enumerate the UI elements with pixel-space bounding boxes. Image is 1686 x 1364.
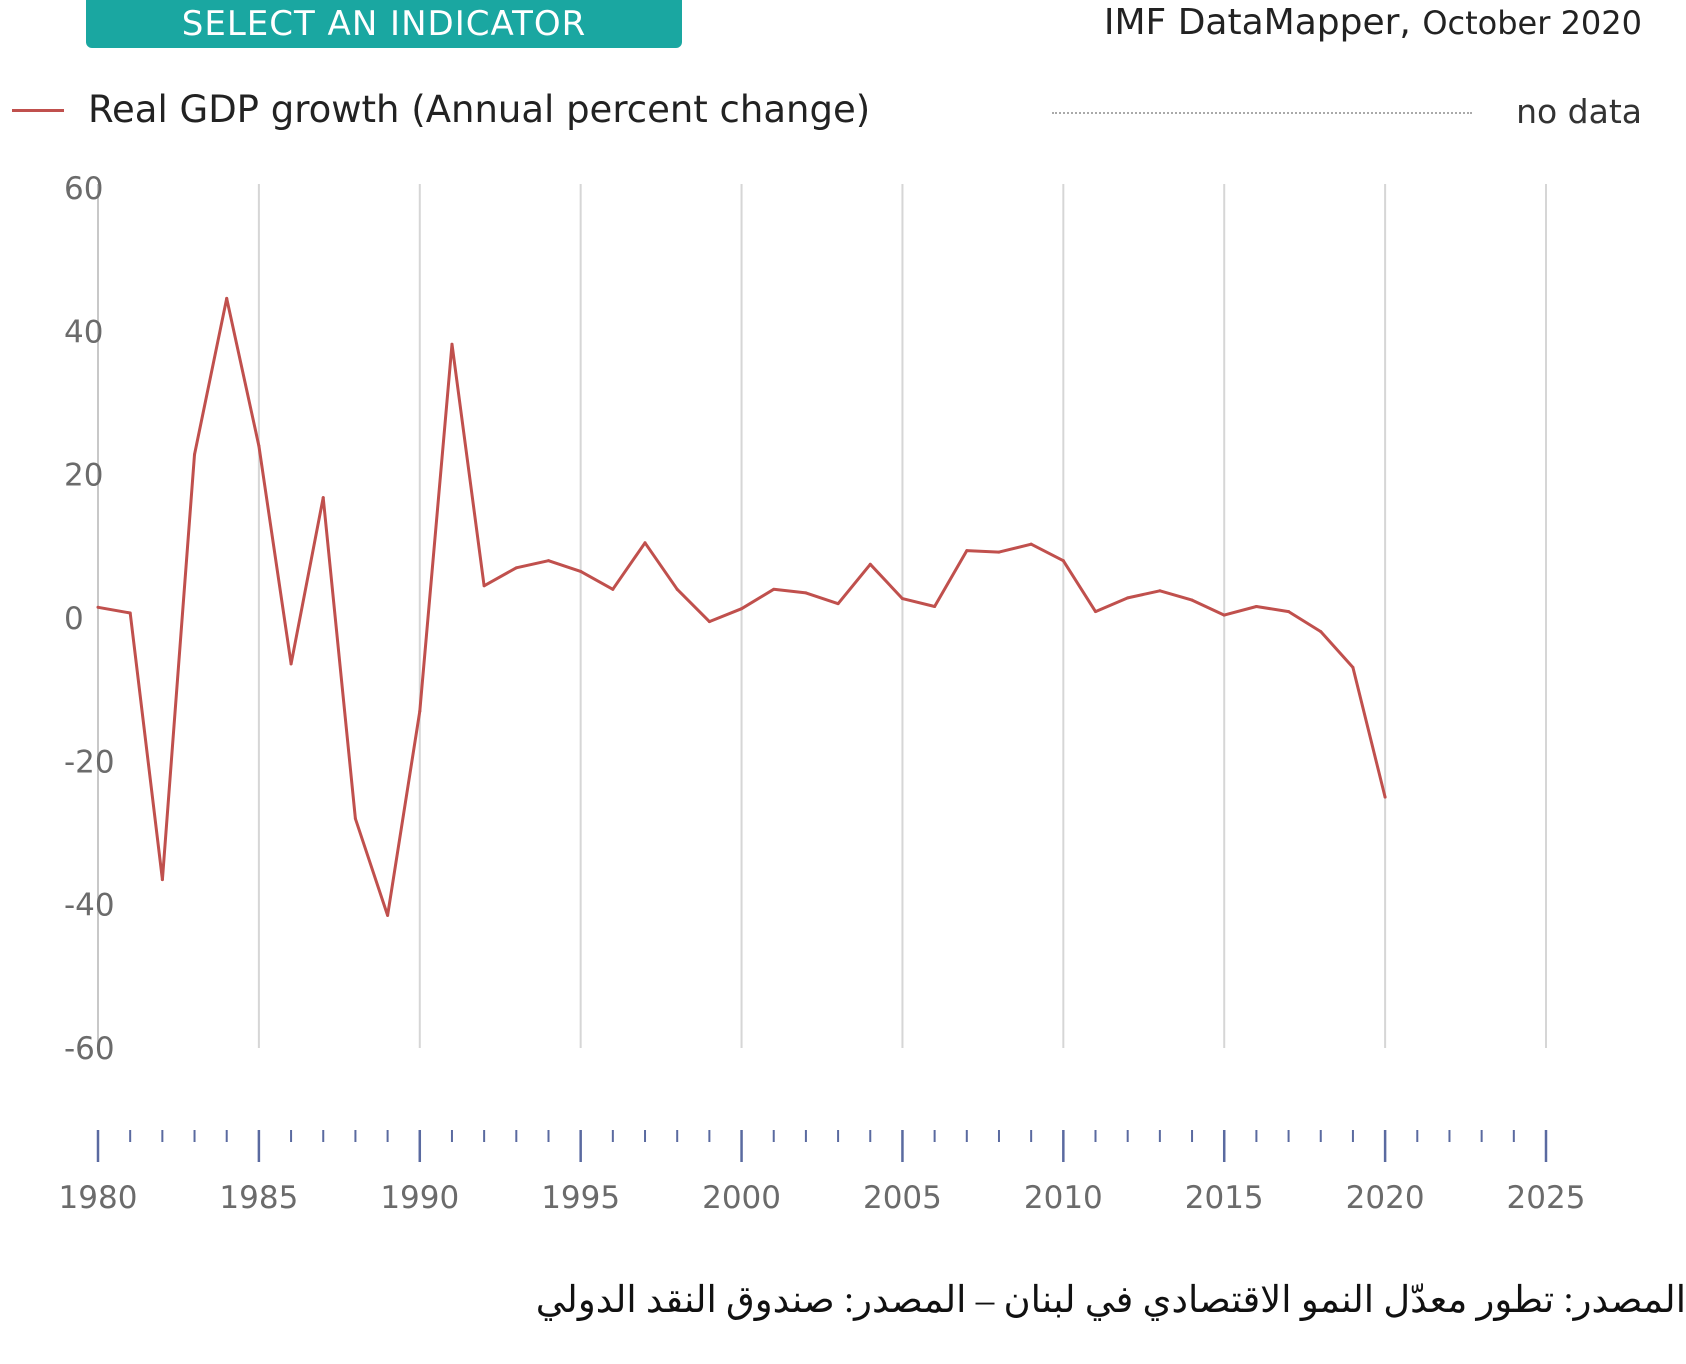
- data-point-1991[interactable]: [450, 342, 454, 346]
- data-point-1997[interactable]: [643, 541, 647, 545]
- grid: [97, 184, 1547, 1048]
- y-tick-label: -20: [64, 744, 115, 780]
- y-tick-label: 40: [64, 314, 103, 350]
- data-point-1988[interactable]: [353, 817, 357, 821]
- data-point-1980[interactable]: [96, 605, 100, 609]
- data-point-2014[interactable]: [1190, 598, 1194, 602]
- brand-name: IMF DataMapper,: [1103, 2, 1411, 43]
- data-point-2006[interactable]: [933, 605, 937, 609]
- data-point-2000[interactable]: [740, 607, 744, 611]
- x-tick-label: 2015: [1185, 1180, 1264, 1210]
- data-point-1994[interactable]: [546, 559, 550, 563]
- x-tick-label: 2005: [863, 1180, 942, 1210]
- y-tick-label: -60: [64, 1031, 115, 1067]
- legend-series-label[interactable]: Real GDP growth (Annual percent change): [88, 88, 871, 131]
- data-point-2002[interactable]: [804, 591, 808, 595]
- data-point-1989[interactable]: [386, 913, 390, 917]
- data-point-2020[interactable]: [1383, 795, 1387, 799]
- data-point-2001[interactable]: [772, 587, 776, 591]
- data-point-2018[interactable]: [1319, 630, 1323, 634]
- y-axis: 60 40 20 0 -20 -40 -60: [64, 171, 115, 1067]
- y-tick-label: 20: [64, 458, 103, 494]
- legend-no-data: no data: [1516, 92, 1642, 131]
- data-point-1984[interactable]: [225, 296, 229, 300]
- data-point-2010[interactable]: [1061, 559, 1065, 563]
- data-point-2009[interactable]: [1029, 542, 1033, 546]
- data-point-1981[interactable]: [128, 611, 132, 615]
- data-point-1995[interactable]: [579, 569, 583, 573]
- data-point-1990[interactable]: [418, 709, 422, 713]
- brand-title: IMF DataMapper, October 2020: [1104, 2, 1642, 43]
- data-point-2003[interactable]: [836, 602, 840, 606]
- data-point-2016[interactable]: [1254, 605, 1258, 609]
- data-point-2017[interactable]: [1287, 610, 1291, 614]
- data-point-2012[interactable]: [1126, 596, 1130, 600]
- data-point-2005[interactable]: [900, 597, 904, 601]
- legend: Real GDP growth (Annual percent change) …: [12, 84, 1642, 140]
- data-point-1982[interactable]: [160, 878, 164, 882]
- data-point-1993[interactable]: [514, 566, 518, 570]
- data-point-1992[interactable]: [482, 584, 486, 588]
- data-point-1998[interactable]: [675, 587, 679, 591]
- data-point-2015[interactable]: [1222, 613, 1226, 617]
- figure-caption: المصدر: تطور معدّل النمو الاقتصادي في لب…: [535, 1280, 1686, 1321]
- data-point-2008[interactable]: [997, 550, 1001, 554]
- y-tick-label: 60: [64, 171, 103, 207]
- x-tick-label: 2025: [1507, 1180, 1586, 1210]
- data-point-2019[interactable]: [1351, 665, 1355, 669]
- x-tick-label: 2020: [1346, 1180, 1425, 1210]
- y-tick-label: -40: [64, 888, 115, 924]
- data-point-2013[interactable]: [1158, 589, 1162, 593]
- x-axis: 1980 1985 1990 1995 2000 2005 2010 2015 2020 2025: [59, 1130, 1586, 1210]
- x-tick-label: 1990: [380, 1180, 459, 1210]
- data-point-1999[interactable]: [707, 620, 711, 624]
- data-point-2011[interactable]: [1094, 610, 1098, 614]
- x-tick-label: 1980: [59, 1180, 138, 1210]
- legend-dotted-separator: [1052, 112, 1472, 114]
- data-point-1985[interactable]: [257, 444, 261, 448]
- y-tick-label: 0: [64, 601, 84, 637]
- series-group: [96, 296, 1387, 917]
- legend-swatch: [12, 109, 64, 112]
- data-point-1996[interactable]: [611, 587, 615, 591]
- data-point-1987[interactable]: [321, 496, 325, 500]
- data-point-1983[interactable]: [193, 453, 197, 457]
- gdp-growth-chart: 60 40 20 0 -20 -40 -60 1980 1985 1990 1995 2000 200…: [59, 171, 1586, 1210]
- select-indicator-button[interactable]: SELECT AN INDICATOR: [86, 0, 682, 48]
- data-point-2007[interactable]: [965, 549, 969, 553]
- x-tick-label: 2010: [1024, 1180, 1103, 1210]
- x-tick-label: 1995: [541, 1180, 620, 1210]
- data-point-2004[interactable]: [868, 562, 872, 566]
- x-tick-label: 2000: [702, 1180, 781, 1210]
- x-tick-label: 1985: [219, 1180, 298, 1210]
- edition-date: October 2020: [1422, 4, 1642, 42]
- data-point-1986[interactable]: [289, 662, 293, 666]
